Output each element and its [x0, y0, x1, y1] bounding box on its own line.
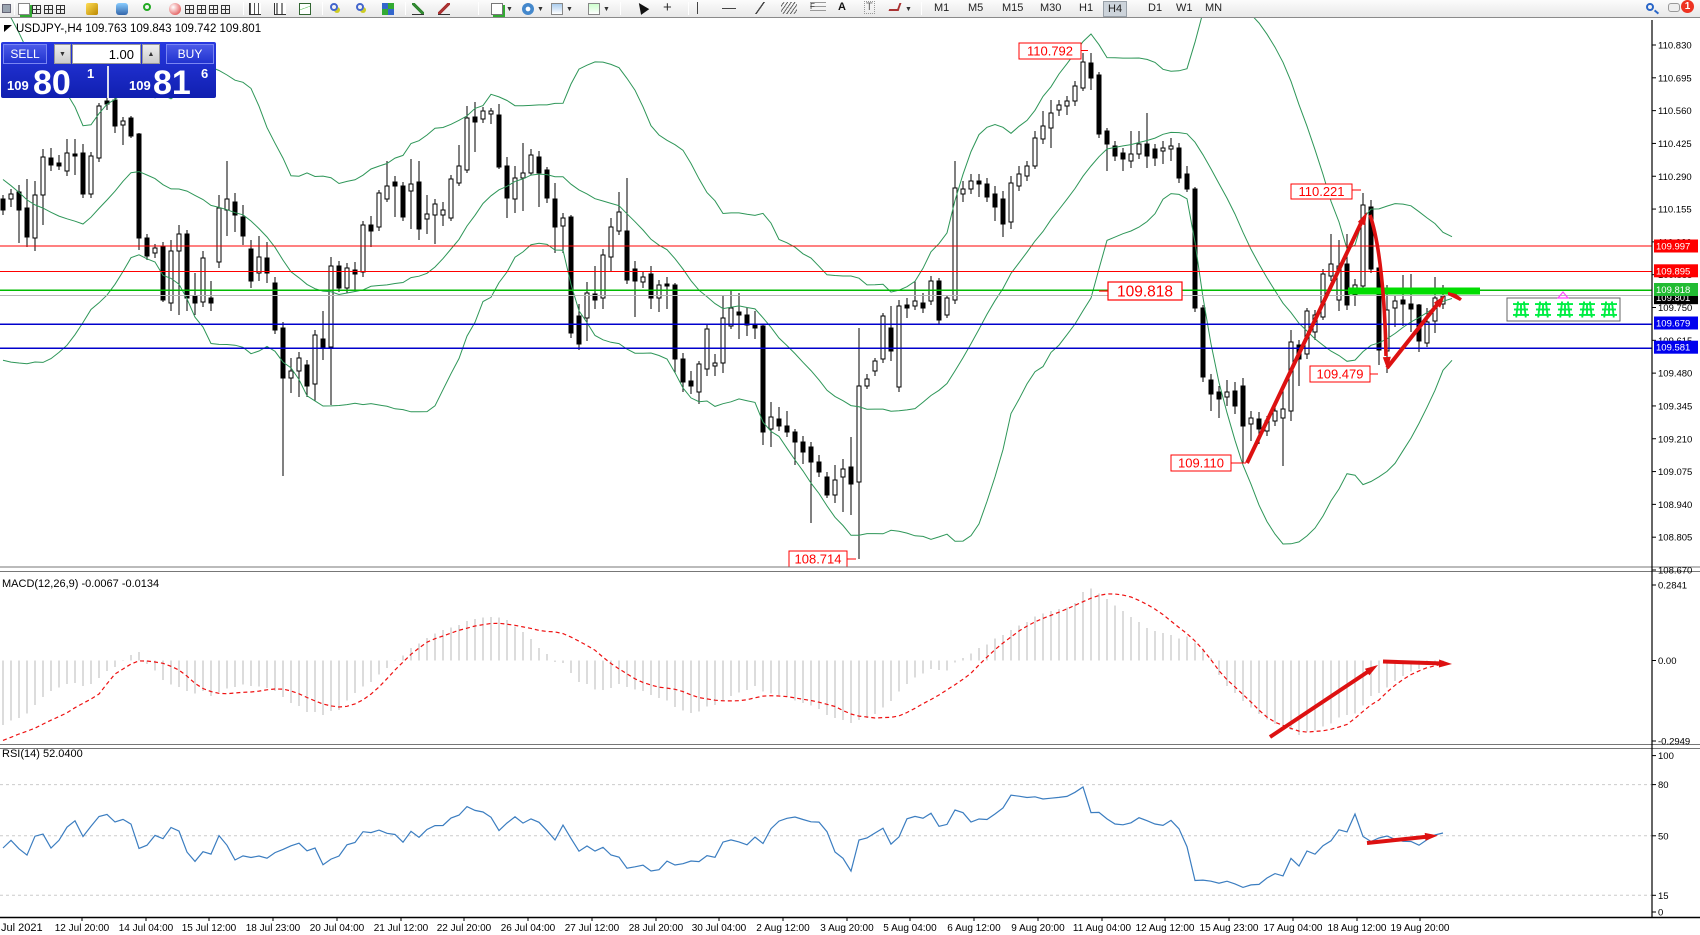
- svg-text:USDJPY-,H4 109.763 109.843 10: USDJPY-,H4 109.763 109.843 109.742 109.8…: [16, 23, 261, 35]
- svg-text:12 Aug 12:00: 12 Aug 12:00: [1136, 923, 1195, 934]
- svg-text:15 Jul 12:00: 15 Jul 12:00: [182, 923, 237, 934]
- svg-text:14 Jul 04:00: 14 Jul 04:00: [119, 923, 174, 934]
- svg-text:109.581: 109.581: [1656, 343, 1690, 354]
- svg-text:109.210: 109.210: [1658, 434, 1692, 445]
- svg-text:109.075: 109.075: [1658, 467, 1692, 478]
- svg-text:26 Jul 04:00: 26 Jul 04:00: [501, 923, 556, 934]
- svg-text:6 Aug 12:00: 6 Aug 12:00: [947, 923, 1001, 934]
- svg-text:-0.2949: -0.2949: [1658, 737, 1690, 748]
- svg-text:109.750: 109.750: [1658, 303, 1692, 314]
- svg-text:109.895: 109.895: [1656, 266, 1690, 277]
- svg-text:12 Jul 20:00: 12 Jul 20:00: [55, 923, 110, 934]
- svg-text:109.479: 109.479: [1317, 367, 1364, 382]
- svg-text:18 Jul 23:00: 18 Jul 23:00: [246, 923, 301, 934]
- svg-text:11 Aug 04:00: 11 Aug 04:00: [1073, 923, 1132, 934]
- svg-text:9 Aug 20:00: 9 Aug 20:00: [1011, 923, 1065, 934]
- svg-text:108.714: 108.714: [795, 552, 842, 567]
- svg-text:3 Aug 20:00: 3 Aug 20:00: [820, 923, 874, 934]
- svg-text:15 Aug 23:00: 15 Aug 23:00: [1200, 923, 1259, 934]
- svg-text:18 Aug 12:00: 18 Aug 12:00: [1328, 923, 1387, 934]
- svg-text:50: 50: [1658, 831, 1669, 842]
- svg-text:0: 0: [1658, 908, 1663, 919]
- svg-text:110.425: 110.425: [1658, 139, 1692, 150]
- svg-text:28 Jul 20:00: 28 Jul 20:00: [629, 923, 684, 934]
- svg-text:110.290: 110.290: [1658, 172, 1692, 183]
- svg-text:110.792: 110.792: [1027, 44, 1073, 59]
- svg-text:109.997: 109.997: [1656, 242, 1690, 253]
- svg-text:109.801: 109.801: [1656, 293, 1690, 304]
- svg-text:2 Aug 12:00: 2 Aug 12:00: [756, 923, 810, 934]
- svg-text:109.818: 109.818: [1117, 284, 1173, 301]
- svg-text:MACD(12,26,9) -0.0067 -0.0134: MACD(12,26,9) -0.0067 -0.0134: [2, 578, 159, 590]
- svg-text:0.2841: 0.2841: [1658, 581, 1687, 592]
- svg-text:RSI(14) 52.0400: RSI(14) 52.0400: [2, 748, 83, 760]
- svg-text:27 Jul 12:00: 27 Jul 12:00: [565, 923, 620, 934]
- svg-text:100: 100: [1658, 751, 1674, 762]
- svg-text:109.679: 109.679: [1656, 319, 1690, 330]
- svg-text:80: 80: [1658, 780, 1669, 791]
- svg-text:110.695: 110.695: [1658, 73, 1692, 84]
- svg-text:110.560: 110.560: [1658, 106, 1692, 117]
- svg-text:19 Aug 20:00: 19 Aug 20:00: [1391, 923, 1450, 934]
- svg-text:30 Jul 04:00: 30 Jul 04:00: [692, 923, 747, 934]
- svg-text:110.155: 110.155: [1658, 205, 1692, 216]
- svg-text:Jul 2021: Jul 2021: [1, 922, 43, 934]
- svg-text:22 Jul 20:00: 22 Jul 20:00: [437, 923, 492, 934]
- svg-text:109.345: 109.345: [1658, 401, 1692, 412]
- svg-text:0.00: 0.00: [1658, 656, 1677, 667]
- svg-text:109.110: 109.110: [1178, 456, 1224, 471]
- svg-text:108.805: 108.805: [1658, 533, 1692, 544]
- svg-text:20 Jul 04:00: 20 Jul 04:00: [310, 923, 365, 934]
- svg-text:110.221: 110.221: [1298, 184, 1344, 199]
- svg-text:109.818: 109.818: [1656, 285, 1690, 296]
- svg-text:21 Jul 12:00: 21 Jul 12:00: [374, 923, 429, 934]
- svg-text:108.940: 108.940: [1658, 500, 1692, 511]
- svg-text:17 Aug 04:00: 17 Aug 04:00: [1264, 923, 1323, 934]
- svg-text:15: 15: [1658, 891, 1669, 902]
- svg-text:110.830: 110.830: [1658, 41, 1692, 52]
- svg-text:108.670: 108.670: [1658, 566, 1692, 577]
- svg-text:109.480: 109.480: [1658, 369, 1692, 380]
- svg-text:5 Aug 04:00: 5 Aug 04:00: [883, 923, 937, 934]
